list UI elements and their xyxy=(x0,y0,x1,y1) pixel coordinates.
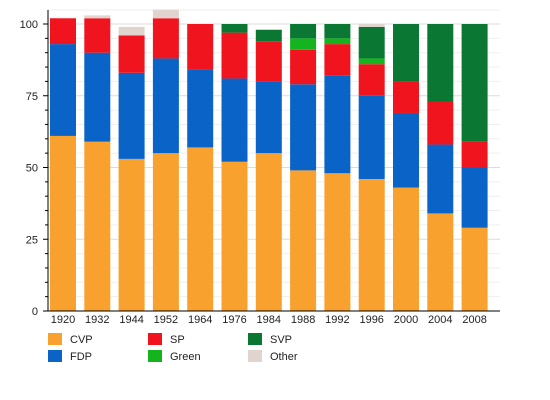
bar-segment-sp-1976 xyxy=(221,32,248,79)
legend-swatch-cvp xyxy=(48,333,62,345)
bar-segment-green-1988 xyxy=(290,38,317,50)
bar-segment-sp-1988 xyxy=(290,49,317,85)
legend-swatch-sp xyxy=(148,333,162,345)
x-tick-label-1996: 1996 xyxy=(359,314,383,326)
x-tick-label-1920: 1920 xyxy=(51,314,75,326)
bar-segment-sp-1952 xyxy=(152,18,179,59)
bar-segment-fdp-1976 xyxy=(221,78,248,162)
bar-segment-fdp-1996 xyxy=(358,95,385,179)
legend-swatch-svp xyxy=(248,333,262,345)
bar-segment-fdp-2004 xyxy=(427,144,454,214)
bar-segment-other-1952 xyxy=(152,9,179,19)
bar-segment-sp-1932 xyxy=(84,18,111,53)
legend-item-cvp: CVP xyxy=(48,333,93,346)
bar-segment-cvp-1996 xyxy=(358,178,385,311)
bar-segment-fdp-2008 xyxy=(461,167,488,228)
y-tick-label-100: 100 xyxy=(20,19,38,31)
bar-segment-svp-2000 xyxy=(393,24,419,82)
x-tick-label-2008: 2008 xyxy=(462,314,486,326)
bar-segment-other-1932 xyxy=(84,15,111,19)
bar-segment-fdp-1920 xyxy=(50,44,76,136)
x-axis-tick-labels: 1920 1932 1944 1952 1964 1976 1984 1988 1992 1996… xyxy=(51,314,487,326)
bar-segment-other-1996 xyxy=(358,24,385,27)
bar-segment-cvp-2008 xyxy=(461,227,488,311)
bar-segment-fdp-2000 xyxy=(393,112,419,188)
bar-segment-cvp-1984 xyxy=(255,153,282,311)
x-tick-label-1944: 1944 xyxy=(119,314,143,326)
legend-label-green: Green xyxy=(170,351,201,363)
bar-segment-cvp-1932 xyxy=(84,141,111,311)
bar-segment-cvp-2004 xyxy=(427,213,454,311)
bar-segment-fdp-1984 xyxy=(255,81,282,154)
bar-segment-sp-2000 xyxy=(393,81,419,113)
y-tick-label-75: 75 xyxy=(26,91,38,103)
bar-segment-cvp-1992 xyxy=(324,173,351,311)
y-tick-label-0: 0 xyxy=(32,306,38,318)
bar-segment-cvp-2000 xyxy=(393,187,419,311)
bar-segment-green-1996 xyxy=(358,58,385,65)
x-tick-label-1988: 1988 xyxy=(291,314,315,326)
bar-segment-svp-1976 xyxy=(221,24,248,33)
bar-segment-sp-1984 xyxy=(255,41,282,82)
bar-segment-sp-1996 xyxy=(358,64,385,96)
bar-segment-sp-2004 xyxy=(427,101,454,145)
bar-segment-fdp-1932 xyxy=(84,52,111,142)
bars xyxy=(50,9,488,311)
x-tick-label-1952: 1952 xyxy=(154,314,178,326)
y-tick-label-25: 25 xyxy=(26,234,38,246)
bar-segment-sp-2008 xyxy=(461,141,488,168)
bar-segment-sp-1944 xyxy=(118,35,145,73)
legend-label-sp: SP xyxy=(170,334,185,346)
x-tick-label-1964: 1964 xyxy=(188,314,212,326)
legend-label-other: Other xyxy=(270,351,298,363)
legend-item-fdp: FDP xyxy=(48,350,92,363)
bar-segment-fdp-1992 xyxy=(324,75,351,174)
bar-segment-other-1944 xyxy=(118,26,145,36)
bar-segment-svp-2004 xyxy=(427,24,454,102)
legend: CVP SP SVP FDP Green Other xyxy=(48,333,298,363)
legend-label-svp: SVP xyxy=(270,334,292,346)
bar-segment-svp-1984 xyxy=(255,29,282,42)
bar-segment-cvp-1964 xyxy=(187,147,214,311)
x-tick-label-2000: 2000 xyxy=(394,314,418,326)
y-tick-label-50: 50 xyxy=(26,163,38,175)
bar-segment-fdp-1964 xyxy=(187,69,214,148)
bar-segment-fdp-1988 xyxy=(290,84,317,171)
bar-segment-cvp-1920 xyxy=(50,135,76,311)
x-tick-label-1992: 1992 xyxy=(325,314,349,326)
bar-segment-sp-1992 xyxy=(324,44,351,76)
legend-label-fdp: FDP xyxy=(70,351,92,363)
legend-item-sp: SP xyxy=(148,333,185,346)
bar-segment-svp-2008 xyxy=(461,24,488,142)
bar-segment-green-1992 xyxy=(324,38,351,45)
legend-swatch-other xyxy=(248,350,262,362)
x-tick-label-1976: 1976 xyxy=(222,314,246,326)
legend-swatch-green xyxy=(148,350,162,362)
legend-item-other: Other xyxy=(248,350,298,363)
y-axis-tick-labels: 0 25 50 75 100 xyxy=(20,19,38,318)
legend-item-green: Green xyxy=(148,350,201,363)
bar-segment-svp-1996 xyxy=(358,26,385,59)
x-tick-label-2004: 2004 xyxy=(428,314,452,326)
bar-segment-fdp-1944 xyxy=(118,72,145,159)
bar-segment-svp-1992 xyxy=(324,24,351,39)
legend-label-cvp: CVP xyxy=(70,334,93,346)
bar-segment-sp-1964 xyxy=(187,24,214,70)
axes xyxy=(43,10,500,312)
bar-segment-svp-1988 xyxy=(290,24,317,39)
bar-segment-sp-1920 xyxy=(50,18,76,45)
legend-item-svp: SVP xyxy=(248,333,292,346)
bar-segment-cvp-1988 xyxy=(290,170,317,311)
bar-segment-cvp-1944 xyxy=(118,158,145,311)
bar-segment-fdp-1952 xyxy=(152,58,179,154)
x-tick-label-1984: 1984 xyxy=(257,314,281,326)
bar-segment-cvp-1952 xyxy=(152,153,179,311)
legend-swatch-fdp xyxy=(48,350,62,362)
bar-segment-cvp-1976 xyxy=(221,161,248,311)
x-tick-label-1932: 1932 xyxy=(85,314,109,326)
